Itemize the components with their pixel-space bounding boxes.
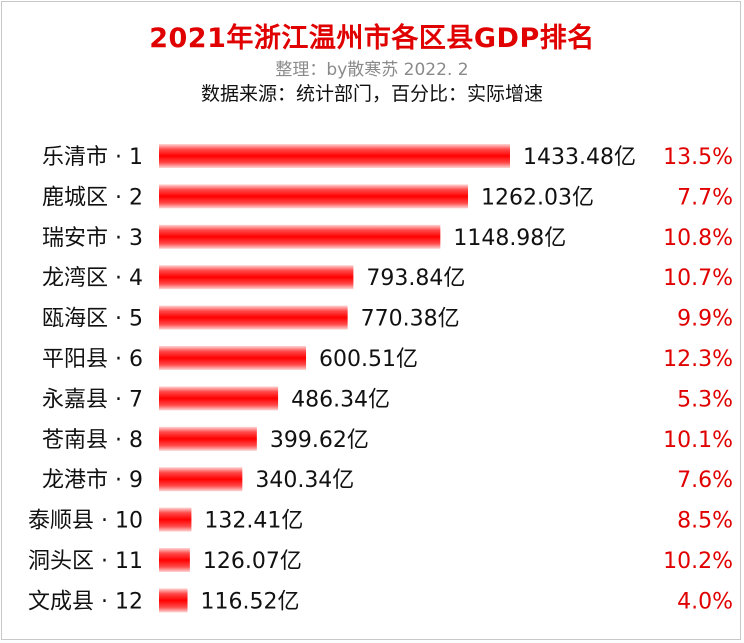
bar [159, 305, 348, 330]
bar [159, 426, 257, 451]
value-label: 1433.48亿 [523, 145, 636, 170]
growth-rate-label: 10.7% [663, 266, 733, 291]
value-label: 793.84亿 [366, 266, 465, 291]
bar [159, 588, 188, 613]
bar [159, 548, 190, 572]
chart-title: 2021年浙江温州市各区县GDP排名 [149, 23, 595, 54]
bar [159, 346, 307, 370]
category-label: 永嘉县 · 7 [42, 387, 143, 412]
category-label: 苍南县 · 8 [42, 428, 143, 453]
value-label: 1148.98亿 [453, 226, 566, 251]
data-source-note: 数据来源：统计部门，百分比：实际增速 [200, 83, 543, 105]
category-label: 泰顺县 · 10 [28, 509, 143, 534]
bar [159, 386, 279, 411]
bar [159, 265, 354, 290]
category-label: 洞头区 · 11 [28, 549, 143, 574]
bar [159, 467, 243, 492]
bar-row: 龙湾区 · 4 793.84亿 10.7% [42, 265, 733, 291]
bar-row: 龙港市 · 9 340.34亿 7.6% [42, 467, 733, 493]
category-label: 文成县 · 12 [28, 589, 143, 614]
value-label: 132.41亿 [204, 509, 303, 534]
category-label: 平阳县 · 6 [42, 347, 143, 372]
value-label: 486.34亿 [291, 387, 390, 412]
value-label: 1262.03亿 [481, 185, 594, 210]
bar-row: 永嘉县 · 7 486.34亿 5.3% [42, 386, 733, 412]
growth-rate-label: 7.7% [677, 185, 733, 210]
bar-row: 鹿城区 · 2 1262.03亿 7.7% [42, 184, 733, 210]
bar [159, 507, 192, 532]
value-label: 340.34亿 [255, 468, 354, 493]
growth-rate-label: 4.0% [677, 589, 733, 614]
growth-rate-label: 10.2% [663, 549, 733, 574]
value-label: 116.52亿 [201, 589, 300, 614]
growth-rate-label: 12.3% [663, 347, 733, 372]
category-label: 鹿城区 · 2 [42, 185, 143, 210]
growth-rate-label: 5.3% [677, 387, 733, 412]
category-label: 瓯海区 · 5 [42, 307, 143, 332]
bar-row: 苍南县 · 8 399.62亿 10.1% [42, 426, 733, 453]
growth-rate-label: 9.9% [677, 307, 733, 332]
value-label: 600.51亿 [319, 347, 418, 372]
bars-layer: 乐清市 · 1 1433.48亿 13.5% 鹿城区 · 2 1262.03亿 7.7% 瑞… [28, 144, 733, 614]
bar [159, 144, 510, 168]
bar-row: 乐清市 · 1 1433.48亿 13.5% [42, 144, 733, 170]
bar-row: 瓯海区 · 5 770.38亿 9.9% [42, 305, 733, 332]
chart-subtitle: 整理：by散寒苏 2022. 2 [275, 60, 469, 80]
bar-row: 洞头区 · 11 126.07亿 10.2% [28, 548, 733, 574]
value-label: 770.38亿 [361, 307, 460, 332]
category-label: 龙港市 · 9 [42, 468, 143, 493]
category-label: 瑞安市 · 3 [42, 226, 143, 251]
bar [159, 224, 441, 249]
category-label: 龙湾区 · 4 [42, 266, 143, 291]
bar-row: 文成县 · 12 116.52亿 4.0% [28, 588, 733, 614]
growth-rate-label: 8.5% [677, 509, 733, 534]
value-label: 399.62亿 [270, 428, 369, 453]
growth-rate-label: 10.1% [663, 428, 733, 453]
bar-row: 平阳县 · 6 600.51亿 12.3% [42, 346, 733, 372]
category-label: 乐清市 · 1 [42, 145, 143, 170]
value-label: 126.07亿 [203, 549, 302, 574]
bar-row: 瑞安市 · 3 1148.98亿 10.8% [42, 224, 733, 251]
bar-row: 泰顺县 · 10 132.41亿 8.5% [28, 507, 733, 534]
bar [159, 184, 469, 209]
growth-rate-label: 10.8% [663, 226, 733, 251]
growth-rate-label: 7.6% [677, 468, 733, 493]
growth-rate-label: 13.5% [663, 145, 733, 170]
